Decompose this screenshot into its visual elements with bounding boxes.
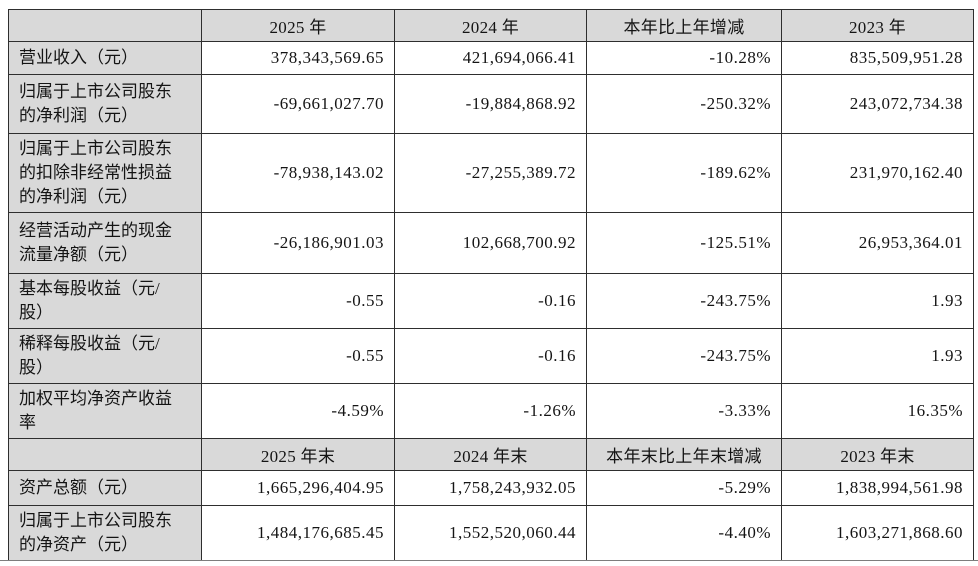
- value-cell: 1,838,994,561.98: [781, 470, 974, 506]
- value-cell: -243.75%: [586, 328, 782, 384]
- row-label-weighted-roe: 加权平均净资产收益 率: [8, 383, 202, 439]
- row-label-total-assets: 资产总额（元）: [8, 470, 202, 506]
- row-label-net-profit: 归属于上市公司股东 的净利润（元）: [8, 74, 202, 134]
- value-cell: 1,603,271,868.60: [781, 505, 974, 561]
- value-cell: -250.32%: [586, 74, 782, 134]
- value-cell: -125.51%: [586, 212, 782, 274]
- col-header-empty: [8, 438, 202, 471]
- value-cell: 1.93: [781, 328, 974, 384]
- value-cell: -4.59%: [201, 383, 395, 439]
- value-cell: 243,072,734.38: [781, 74, 974, 134]
- value-cell: 1,758,243,932.05: [394, 470, 587, 506]
- value-cell: -0.55: [201, 273, 395, 329]
- value-cell: 1,665,296,404.95: [201, 470, 395, 506]
- value-cell: -1.26%: [394, 383, 587, 439]
- value-cell: 16.35%: [781, 383, 974, 439]
- section2-header-row: 2025 年末 2024 年末 本年末比上年末增减 2023 年末: [8, 438, 974, 471]
- value-cell: 378,343,569.65: [201, 41, 395, 75]
- page-bottom-divider: [0, 560, 978, 561]
- key-financials-table: 2025 年 2024 年 本年比上年增减 2023 年 营业收入（元） 378…: [8, 9, 974, 561]
- col-header-2024-end: 2024 年末: [394, 438, 587, 471]
- value-cell: 102,668,700.92: [394, 212, 587, 274]
- value-cell: -27,255,389.72: [394, 133, 587, 213]
- col-header-2023-end: 2023 年末: [781, 438, 974, 471]
- table-row-revenue: 营业收入（元） 378,343,569.65 421,694,066.41 -1…: [8, 41, 974, 75]
- col-header-empty: [8, 9, 202, 42]
- table-row-weighted-roe: 加权平均净资产收益 率 -4.59% -1.26% -3.33% 16.35%: [8, 383, 974, 439]
- table-row-net-assets: 归属于上市公司股东 的净资产（元） 1,484,176,685.45 1,552…: [8, 505, 974, 561]
- value-cell: -5.29%: [586, 470, 782, 506]
- table-row-net-profit: 归属于上市公司股东 的净利润（元） -69,661,027.70 -19,884…: [8, 74, 974, 134]
- row-label-revenue: 营业收入（元）: [8, 41, 202, 75]
- row-label-basic-eps: 基本每股收益（元/ 股）: [8, 273, 202, 329]
- value-cell: 1,484,176,685.45: [201, 505, 395, 561]
- row-label-net-assets: 归属于上市公司股东 的净资产（元）: [8, 505, 202, 561]
- value-cell: 1,552,520,060.44: [394, 505, 587, 561]
- table-row-basic-eps: 基本每股收益（元/ 股） -0.55 -0.16 -243.75% 1.93: [8, 273, 974, 329]
- value-cell: -69,661,027.70: [201, 74, 395, 134]
- col-header-2025: 2025 年: [201, 9, 395, 42]
- value-cell: -10.28%: [586, 41, 782, 75]
- value-cell: -189.62%: [586, 133, 782, 213]
- value-cell: -0.16: [394, 328, 587, 384]
- value-cell: -19,884,868.92: [394, 74, 587, 134]
- col-header-2025-end: 2025 年末: [201, 438, 395, 471]
- col-header-2024: 2024 年: [394, 9, 587, 42]
- col-header-yoy-change: 本年比上年增减: [586, 9, 782, 42]
- col-header-yoy-end-change: 本年末比上年末增减: [586, 438, 782, 471]
- table-row-operating-cash-flow: 经营活动产生的现金 流量净额（元） -26,186,901.03 102,668…: [8, 212, 974, 274]
- table-row-net-profit-deducted: 归属于上市公司股东 的扣除非经常性损益 的净利润（元） -78,938,143.…: [8, 133, 974, 213]
- value-cell: -0.16: [394, 273, 587, 329]
- table-row-diluted-eps: 稀释每股收益（元/ 股） -0.55 -0.16 -243.75% 1.93: [8, 328, 974, 384]
- value-cell: -26,186,901.03: [201, 212, 395, 274]
- value-cell: -3.33%: [586, 383, 782, 439]
- value-cell: 835,509,951.28: [781, 41, 974, 75]
- value-cell: -0.55: [201, 328, 395, 384]
- value-cell: 421,694,066.41: [394, 41, 587, 75]
- value-cell: -4.40%: [586, 505, 782, 561]
- table-row-total-assets: 资产总额（元） 1,665,296,404.95 1,758,243,932.0…: [8, 470, 974, 506]
- value-cell: -78,938,143.02: [201, 133, 395, 213]
- col-header-2023: 2023 年: [781, 9, 974, 42]
- row-label-operating-cash-flow: 经营活动产生的现金 流量净额（元）: [8, 212, 202, 274]
- value-cell: 231,970,162.40: [781, 133, 974, 213]
- value-cell: 1.93: [781, 273, 974, 329]
- value-cell: 26,953,364.01: [781, 212, 974, 274]
- row-label-diluted-eps: 稀释每股收益（元/ 股）: [8, 328, 202, 384]
- section1-header-row: 2025 年 2024 年 本年比上年增减 2023 年: [8, 9, 974, 42]
- row-label-net-profit-deducted: 归属于上市公司股东 的扣除非经常性损益 的净利润（元）: [8, 133, 202, 213]
- value-cell: -243.75%: [586, 273, 782, 329]
